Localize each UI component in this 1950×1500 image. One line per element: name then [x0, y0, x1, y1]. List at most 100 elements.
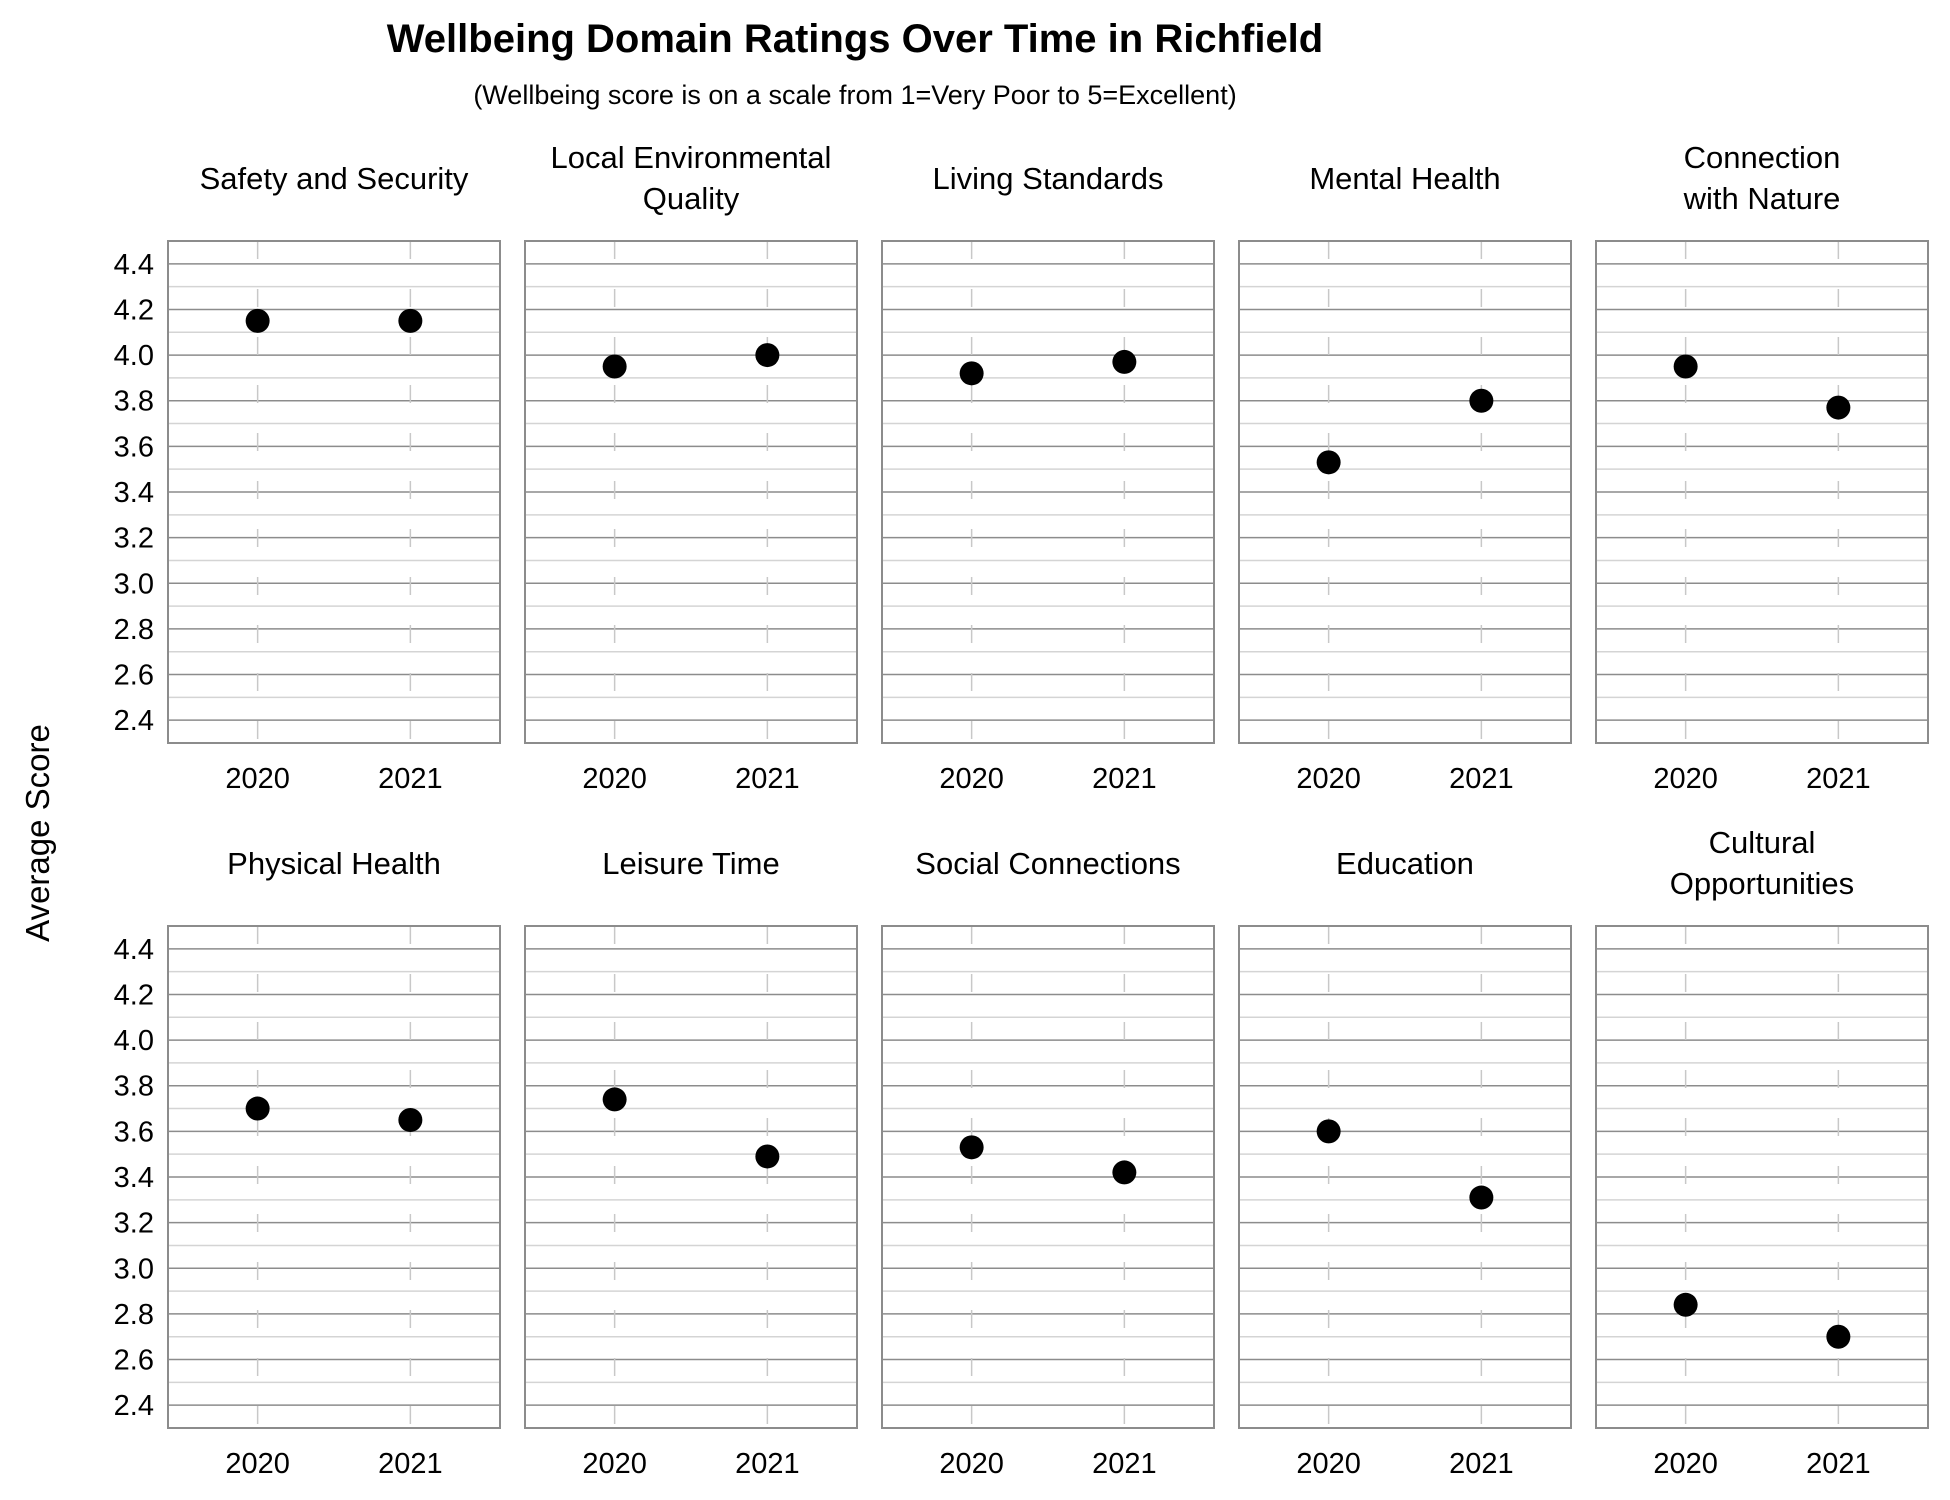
panel-frame [1595, 240, 1929, 744]
panel: Living Standards 2020 2021 [881, 161, 1215, 795]
panel: Leisure Time 2020 2021 [524, 846, 858, 1480]
y-tick-label: 4.2 [114, 294, 154, 326]
x-tick-label: 2021 [735, 763, 800, 795]
y-tick-label: 2.8 [114, 614, 154, 646]
x-tick-label: 2021 [735, 1448, 800, 1480]
panel: Mental Health 2020 2021 [1238, 161, 1572, 795]
panel-title: Social Connections [915, 846, 1180, 881]
panel-title: Connection [1684, 140, 1841, 175]
y-tick-label: 3.4 [114, 477, 154, 509]
panel-title: Opportunities [1670, 866, 1854, 901]
x-tick-label: 2020 [939, 1448, 1004, 1480]
panel-title: Living Standards [933, 161, 1164, 196]
x-tick-label: 2020 [225, 763, 290, 795]
panel: Education 2020 2021 [1238, 846, 1572, 1480]
panel-frame [881, 240, 1215, 744]
panel-frame [881, 925, 1215, 1429]
chart-title: Wellbeing Domain Ratings Over Time in Ri… [387, 17, 1323, 61]
panel: Cultural Opportunities 2020 2021 [1595, 825, 1929, 1480]
panel-title: Mental Health [1309, 161, 1500, 196]
y-tick-label: 3.0 [114, 568, 154, 600]
data-point [398, 308, 423, 333]
y-tick-label: 2.6 [114, 1345, 154, 1377]
x-tick-label: 2020 [939, 763, 1004, 795]
x-tick-label: 2020 [582, 763, 647, 795]
panel-title: Quality [643, 181, 740, 216]
x-tick-label: 2021 [1806, 1448, 1871, 1480]
y-tick-label: 3.2 [114, 1208, 154, 1240]
panel-frame [1595, 925, 1929, 1429]
panel: Connection with Nature 2020 2021 [1595, 140, 1929, 795]
data-point [1316, 450, 1341, 475]
data-point [1469, 1185, 1494, 1210]
y-tick-label: 2.8 [114, 1299, 154, 1331]
panel-title: Physical Health [227, 846, 441, 881]
x-tick-label: 2021 [1092, 763, 1157, 795]
x-tick-label: 2021 [378, 763, 443, 795]
x-tick-label: 2020 [1296, 1448, 1361, 1480]
panel-title: Education [1336, 846, 1474, 881]
panel: Physical Health 4.4 4.2 4.0 3.8 3.6 3.4 3.2 3.0 2… [114, 846, 501, 1480]
y-axis-label: Average Score [19, 724, 56, 942]
y-tick-label: 2.4 [114, 1390, 154, 1422]
data-point [602, 1087, 627, 1112]
x-tick-label: 2020 [1653, 763, 1718, 795]
data-point [245, 308, 270, 333]
y-tick-label: 3.6 [114, 431, 154, 463]
chart-subtitle: (Wellbeing score is on a scale from 1=Ve… [473, 80, 1236, 110]
panel-title: with Nature [1683, 181, 1841, 216]
data-point [398, 1107, 423, 1132]
data-point [959, 361, 984, 386]
y-tick-label: 3.8 [114, 386, 154, 418]
panel-title: Local Environmental [551, 140, 832, 175]
panel-frame [524, 925, 858, 1429]
x-tick-label: 2021 [378, 1448, 443, 1480]
panel-frame [167, 925, 501, 1429]
x-tick-label: 2021 [1806, 763, 1871, 795]
y-tick-label: 4.4 [114, 934, 154, 966]
y-tick-label: 4.0 [114, 340, 154, 372]
y-tick-label: 3.8 [114, 1071, 154, 1103]
panel-frame [1238, 925, 1572, 1429]
data-point [1112, 1160, 1137, 1185]
data-point [1673, 1292, 1698, 1317]
panel: Social Connections 2020 2021 [881, 846, 1215, 1480]
x-tick-label: 2021 [1449, 763, 1514, 795]
panel-frame [1238, 240, 1572, 744]
data-point [1112, 349, 1137, 374]
panel-title: Cultural [1709, 825, 1816, 860]
panel: Local Environmental Quality 2020 2021 [524, 140, 858, 795]
y-tick-label: 2.6 [114, 660, 154, 692]
panel: Safety and Security 4.4 4.2 4.0 3.8 3.6 3.4 3.2… [114, 161, 501, 795]
data-point [1826, 395, 1851, 420]
data-point [245, 1096, 270, 1121]
y-tick-label: 3.2 [114, 523, 154, 555]
x-tick-label: 2021 [1092, 1448, 1157, 1480]
data-point [755, 343, 780, 368]
panels-group: Safety and Security 4.4 4.2 4.0 3.8 3.6 3.4 3.2… [114, 140, 1929, 1480]
x-tick-label: 2020 [1296, 763, 1361, 795]
panel-frame [524, 240, 858, 744]
y-tick-label: 3.0 [114, 1253, 154, 1285]
data-point [1469, 388, 1494, 413]
y-tick-label: 2.4 [114, 705, 154, 737]
panel-frame [167, 240, 501, 744]
data-point [755, 1144, 780, 1169]
data-point [1316, 1119, 1341, 1144]
panel-title: Leisure Time [602, 846, 779, 881]
y-tick-label: 4.2 [114, 979, 154, 1011]
data-point [602, 354, 627, 379]
data-point [959, 1135, 984, 1160]
y-tick-label: 4.4 [114, 249, 154, 281]
x-tick-label: 2021 [1449, 1448, 1514, 1480]
panel-title: Safety and Security [200, 161, 469, 196]
y-tick-label: 3.4 [114, 1162, 154, 1194]
data-point [1673, 354, 1698, 379]
x-tick-label: 2020 [225, 1448, 290, 1480]
y-tick-label: 3.6 [114, 1116, 154, 1148]
x-tick-label: 2020 [582, 1448, 647, 1480]
y-tick-label: 4.0 [114, 1025, 154, 1057]
x-tick-label: 2020 [1653, 1448, 1718, 1480]
data-point [1826, 1324, 1851, 1349]
